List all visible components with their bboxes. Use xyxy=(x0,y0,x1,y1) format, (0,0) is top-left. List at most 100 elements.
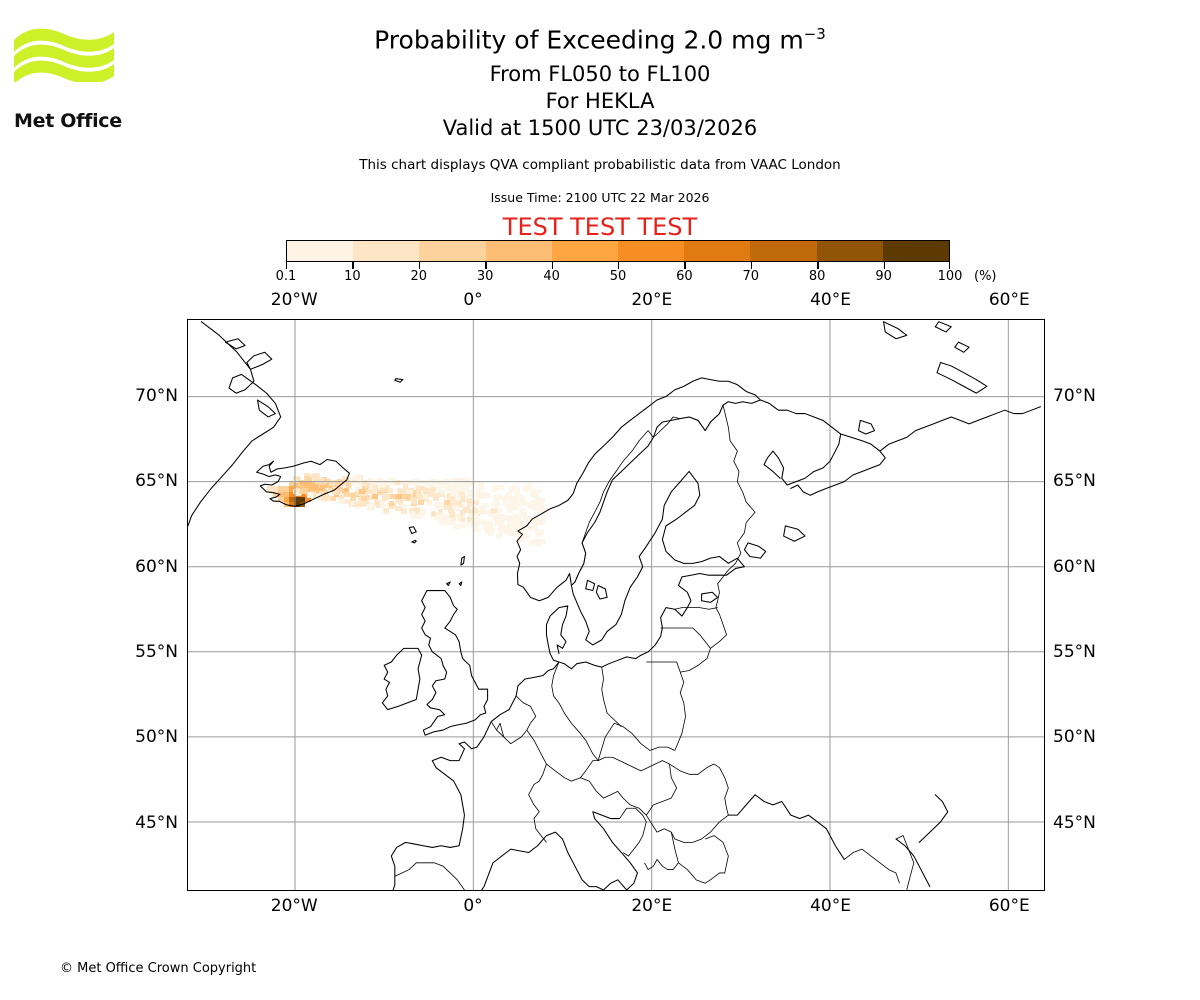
ash-grid-cell xyxy=(395,505,401,511)
ash-grid-cell xyxy=(535,488,541,494)
ash-grid-cell xyxy=(350,500,357,507)
ash-probability-map[interactable] xyxy=(187,319,1045,891)
ash-grid-cell xyxy=(304,481,310,487)
ash-grid-cell xyxy=(510,496,516,503)
ash-grid-cell xyxy=(533,493,539,499)
met-office-wave-mark xyxy=(14,28,114,82)
ash-grid-cell xyxy=(316,488,322,494)
ash-grid-cell xyxy=(387,488,393,494)
colorbar-tick xyxy=(418,262,421,269)
ash-grid-cell xyxy=(454,512,460,518)
page-title-text: Probability of Exceeding 2.0 mg m xyxy=(374,25,804,55)
ash-grid-cell xyxy=(350,497,356,503)
ash-grid-cell xyxy=(323,492,329,498)
ash-grid-cell xyxy=(355,491,361,497)
ash-grid-cell xyxy=(517,520,523,526)
ash-grid-cell xyxy=(339,498,345,504)
ash-grid-cell xyxy=(356,476,363,482)
colorbar-tick xyxy=(286,262,288,269)
ash-grid-cell xyxy=(523,487,529,493)
ash-grid-cell xyxy=(369,506,375,512)
ash-grid-cell xyxy=(329,480,335,487)
ash-grid-cell xyxy=(506,491,512,497)
ash-grid-cell xyxy=(516,522,523,528)
ash-grid-cell xyxy=(397,497,403,503)
ash-grid-cell xyxy=(376,478,383,484)
ash-grid-cell xyxy=(414,507,421,513)
colorbar-tick-label: 90 xyxy=(875,269,892,284)
ash-grid-cell xyxy=(506,521,513,527)
ash-grid-cell xyxy=(412,492,419,498)
map-coastlines xyxy=(188,320,1044,890)
lat-label-right: 60°N xyxy=(1053,556,1096,577)
ash-grid-cell xyxy=(505,504,512,510)
ash-grid-cell xyxy=(288,491,295,497)
ash-grid-cell xyxy=(321,477,328,483)
ash-grid-cell xyxy=(512,504,519,510)
probability-colorbar xyxy=(286,240,950,262)
colorbar-tick-label: 100 xyxy=(937,269,963,284)
ash-grid-cell xyxy=(529,503,536,509)
ash-grid-cell xyxy=(388,500,395,506)
ash-grid-cell xyxy=(343,476,350,482)
lat-label-left: 70°N xyxy=(135,385,178,406)
ash-grid-cell xyxy=(480,490,486,496)
ash-grid-cell xyxy=(283,496,290,502)
ash-grid-cell xyxy=(499,517,505,523)
lon-label-bottom: 20°W xyxy=(270,896,318,916)
valid-time-subtitle: Valid at 1500 UTC 23/03/2026 xyxy=(442,116,758,140)
colorbar-tick-label: 80 xyxy=(808,269,826,284)
ash-grid-cell xyxy=(447,519,454,525)
ash-grid-cell xyxy=(415,491,422,497)
colorbar-tick xyxy=(883,262,885,269)
ash-grid-cell xyxy=(509,530,515,536)
ash-grid-cell xyxy=(364,482,371,488)
ash-grid-cell xyxy=(456,515,463,521)
ash-grid-cell xyxy=(524,501,531,507)
colorbar-tick-label: 50 xyxy=(609,269,627,284)
ash-grid-cell xyxy=(409,507,415,513)
ash-grid-cell xyxy=(459,485,466,491)
ash-grid-cell xyxy=(368,501,375,507)
ash-grid-cell xyxy=(524,515,531,522)
test-banner: TEST TEST TEST xyxy=(502,213,698,241)
ash-grid-cell xyxy=(343,491,350,497)
ash-grid-cell xyxy=(536,497,543,503)
lat-label-right: 65°N xyxy=(1053,471,1096,492)
ash-grid-cell xyxy=(439,490,446,496)
ash-grid-cell xyxy=(515,517,522,523)
ash-grid-cell xyxy=(376,489,383,495)
ash-grid-cell xyxy=(444,487,451,493)
ash-grid-cell xyxy=(313,484,319,490)
ash-grid-cell xyxy=(319,491,325,497)
ash-grid-cell xyxy=(463,487,469,493)
ash-grid-cell xyxy=(353,501,360,507)
colorbar-segment-4 xyxy=(551,241,619,261)
ash-grid-cell xyxy=(272,486,279,492)
ash-grid-cell xyxy=(514,490,520,496)
ash-grid-cell xyxy=(520,533,526,539)
ash-grid-cell xyxy=(449,477,456,484)
ash-grid-cell xyxy=(536,540,543,547)
ash-grid-cell xyxy=(394,480,400,486)
ash-grid-cell xyxy=(519,508,525,514)
ash-grid-cell xyxy=(337,480,344,486)
ash-grid-cell xyxy=(412,489,419,495)
ash-grid-cell xyxy=(437,508,444,514)
ash-grid-cell xyxy=(379,486,386,493)
ash-grid-cell xyxy=(440,483,446,489)
met-office-logo-text: Met Office xyxy=(14,110,122,132)
ash-grid-cell xyxy=(465,498,472,504)
ash-grid-cell xyxy=(359,489,365,495)
ash-grid-cell xyxy=(538,501,544,507)
ash-grid-cell xyxy=(524,534,531,540)
ash-grid-cell xyxy=(446,494,453,500)
ash-grid-cell xyxy=(474,521,480,527)
colorbar-tick xyxy=(551,262,553,269)
ash-grid-cell xyxy=(396,493,402,499)
ash-grid-cell xyxy=(455,477,461,484)
ash-grid-cell xyxy=(498,485,504,491)
ash-grid-cell xyxy=(288,481,295,487)
ash-grid-cell xyxy=(372,485,379,491)
met-office-logo: Met Office xyxy=(12,24,132,131)
